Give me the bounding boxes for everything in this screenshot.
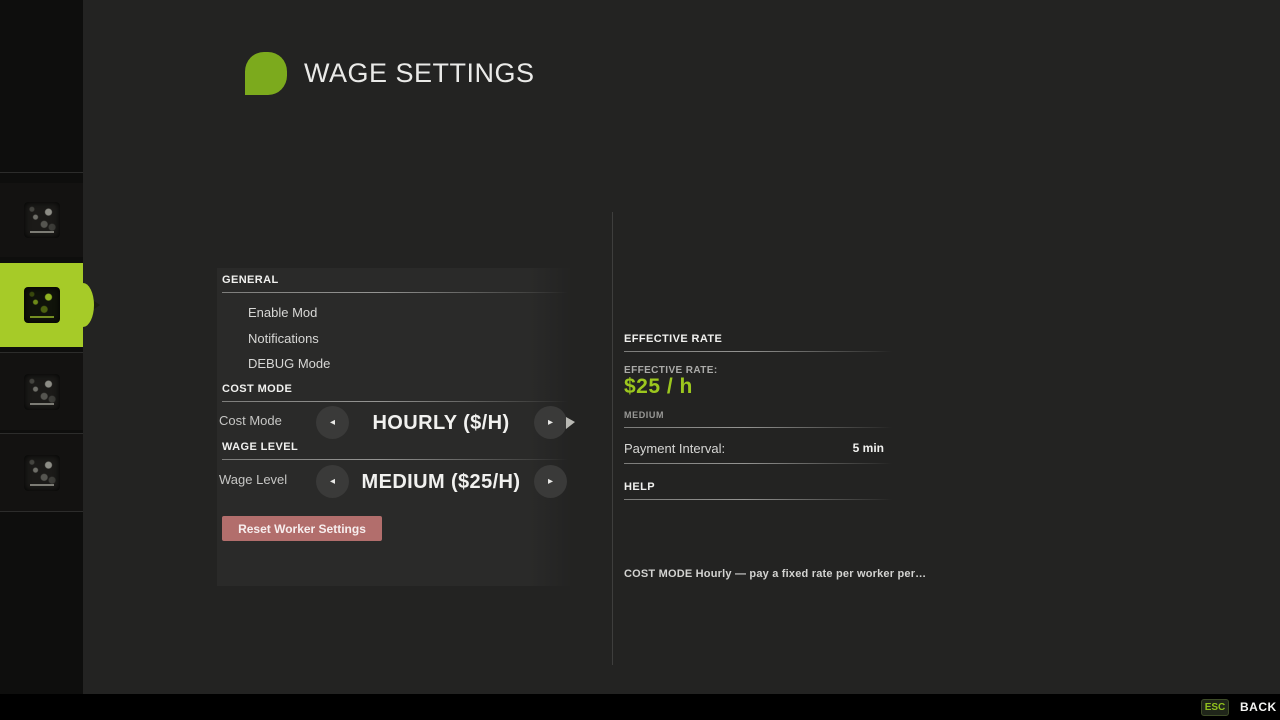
- mod-sidebar: [0, 0, 100, 694]
- arrow-left-icon: ◂: [329, 417, 336, 428]
- divider: [624, 463, 892, 464]
- payment-interval-value: 5 min: [852, 441, 884, 455]
- arrow-right-icon: ▸: [547, 417, 554, 428]
- sidebar-item-mod-2[interactable]: [0, 352, 83, 430]
- help-text: COST MODE Hourly — pay a fixed rate per …: [624, 568, 927, 580]
- cost-mode-next-button[interactable]: ▸: [534, 406, 567, 439]
- wage-level-value: MEDIUM ($25/H): [361, 471, 521, 493]
- column-divider: [612, 212, 613, 665]
- back-button[interactable]: BACK: [1240, 700, 1277, 714]
- section-header-cost-mode: COST MODE: [222, 383, 293, 395]
- selected-arrow-icon: [94, 301, 100, 309]
- esc-key-badge: ESC: [1201, 699, 1229, 716]
- setting-debug-mode[interactable]: DEBUG Mode: [248, 356, 331, 371]
- divider: [222, 292, 568, 293]
- effective-rate-value: $25 / h: [624, 375, 693, 398]
- cost-mode-prev-button[interactable]: ◂: [316, 406, 349, 439]
- section-header-wage-level: WAGE LEVEL: [222, 441, 299, 453]
- mouse-cursor-icon: [566, 417, 575, 429]
- divider: [624, 351, 892, 352]
- bottom-bar: [0, 694, 1280, 720]
- mod-thumbnail-icon: [23, 454, 60, 491]
- reset-worker-settings-button[interactable]: Reset Worker Settings: [222, 516, 382, 541]
- sidebar-item-mod-1[interactable]: [0, 183, 83, 257]
- sidebar-divider: [0, 172, 83, 173]
- divider: [222, 459, 568, 460]
- payment-interval-label: Payment Interval:: [624, 441, 726, 456]
- divider: [624, 499, 892, 500]
- divider: [624, 427, 892, 428]
- sidebar-item-mod-3[interactable]: [0, 433, 83, 512]
- mod-thumbnail-icon: [23, 202, 60, 238]
- mod-thumbnail-icon: [23, 373, 60, 410]
- cost-mode-value: HOURLY ($/H): [372, 412, 510, 434]
- cost-mode-label: Cost Mode: [219, 413, 282, 428]
- section-header-effective-rate: EFFECTIVE RATE: [624, 333, 723, 345]
- selected-item-bump: [72, 283, 100, 327]
- wage-level-badge: MEDIUM: [624, 410, 665, 420]
- setting-enable-mod[interactable]: Enable Mod: [248, 305, 318, 320]
- arrow-left-icon: ◂: [329, 476, 336, 487]
- sidebar-item-mod-selected[interactable]: [0, 263, 100, 347]
- page-title: WAGE SETTINGS: [304, 58, 535, 88]
- arrow-right-icon: ▸: [547, 476, 554, 487]
- section-header-help: HELP: [624, 481, 655, 493]
- wage-level-prev-button[interactable]: ◂: [316, 465, 349, 498]
- wage-level-label: Wage Level: [219, 472, 288, 487]
- effective-rate-label: EFFECTIVE RATE:: [624, 365, 718, 376]
- divider: [222, 401, 568, 402]
- section-header-general: GENERAL: [222, 274, 279, 286]
- mod-thumbnail-icon: [23, 287, 60, 323]
- setting-notifications[interactable]: Notifications: [248, 331, 319, 346]
- wage-level-next-button[interactable]: ▸: [534, 465, 567, 498]
- mod-logo-icon: [245, 52, 287, 95]
